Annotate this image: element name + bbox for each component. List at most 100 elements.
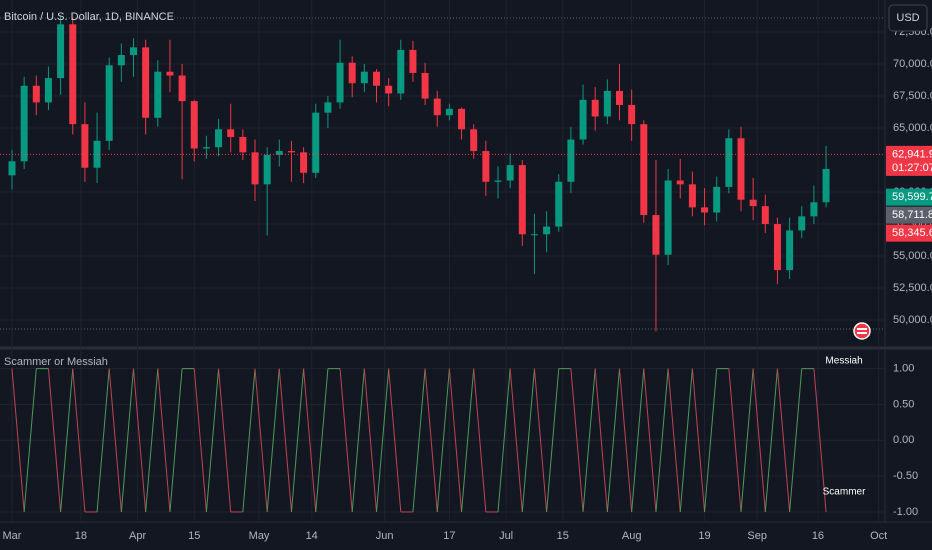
indicator-segment bbox=[691, 368, 706, 513]
indicator-segment bbox=[521, 368, 535, 513]
price-tag-label: 62,941.93 bbox=[892, 148, 932, 160]
price-tag-label: 58,711.88 bbox=[892, 209, 932, 221]
indicator-segment bbox=[315, 368, 329, 513]
indicator-segment bbox=[72, 368, 86, 513]
indicator-segment bbox=[23, 368, 37, 513]
indicator-segment bbox=[619, 368, 633, 513]
currency-button[interactable] bbox=[888, 4, 928, 32]
indicator-segment bbox=[606, 368, 620, 513]
indicator-segment bbox=[278, 368, 292, 513]
grid bbox=[0, 0, 885, 522]
indicator-segment bbox=[497, 368, 511, 513]
indicator-segment bbox=[205, 368, 220, 513]
candle-body bbox=[713, 186, 721, 213]
price-tag-countdown: 01:27:07 bbox=[892, 162, 932, 174]
indicator-segment bbox=[60, 368, 74, 513]
x-tick-label: Aug bbox=[622, 530, 642, 542]
candle-body bbox=[166, 71, 174, 76]
indicator-segment bbox=[594, 368, 608, 513]
x-tick-label: May bbox=[249, 530, 270, 542]
candle-body bbox=[725, 138, 733, 187]
price-tag-label: 58,345.69 bbox=[892, 227, 932, 239]
candle-body bbox=[251, 152, 259, 185]
indicator-segment bbox=[473, 368, 487, 513]
indicator-segment bbox=[509, 368, 523, 513]
candle-body bbox=[603, 90, 611, 117]
indicator-segment bbox=[303, 368, 317, 513]
candle-body bbox=[312, 112, 320, 173]
candle-body bbox=[409, 49, 417, 73]
x-tick-label: Oct bbox=[870, 530, 887, 542]
candle-body bbox=[324, 102, 332, 113]
candle-body bbox=[397, 49, 405, 94]
y-tick-label: 50,000.00 bbox=[893, 314, 932, 326]
candle-body bbox=[81, 124, 89, 168]
candle-body bbox=[458, 108, 466, 130]
indicator-segment bbox=[448, 368, 463, 513]
candle-body bbox=[628, 104, 636, 125]
indicator-segment bbox=[740, 368, 754, 513]
candle-body bbox=[421, 72, 429, 99]
candle-body bbox=[822, 168, 830, 203]
candle-body bbox=[385, 85, 393, 94]
y-tick-label: 0.00 bbox=[893, 434, 914, 446]
candle-body bbox=[676, 180, 684, 185]
axes: 50,000.0052,500.0055,000.0057,500.0060,0… bbox=[3, 26, 932, 542]
indicator-segment bbox=[424, 368, 438, 513]
candle-body bbox=[32, 85, 40, 103]
x-tick-label: Sep bbox=[747, 530, 767, 542]
indicator-segment bbox=[11, 368, 25, 513]
indicator-segment bbox=[582, 368, 596, 513]
indicator-segment bbox=[412, 368, 426, 513]
x-tick-label: 19 bbox=[698, 530, 710, 542]
indicator-segment bbox=[120, 368, 134, 513]
x-tick-label: Apr bbox=[129, 530, 146, 542]
y-tick-label: 1.00 bbox=[893, 363, 914, 375]
candle-body bbox=[494, 180, 502, 182]
indicator-segment bbox=[290, 368, 305, 513]
candle-body bbox=[130, 47, 137, 56]
indicator-segment bbox=[169, 368, 183, 513]
indicator-segment bbox=[789, 368, 803, 513]
currency-label[interactable]: USD bbox=[896, 12, 919, 24]
candle-body bbox=[117, 55, 125, 66]
x-tick-label: 16 bbox=[812, 530, 824, 542]
x-tick-label: Jun bbox=[376, 530, 394, 542]
indicator-segment bbox=[96, 368, 110, 513]
y-tick-label: 67,500.00 bbox=[893, 90, 932, 102]
candle-body bbox=[798, 216, 806, 231]
x-tick-label: 15 bbox=[188, 530, 200, 542]
candle-body bbox=[433, 98, 441, 116]
indicator-segment bbox=[764, 368, 778, 513]
candle-body bbox=[57, 24, 65, 79]
candle-body bbox=[8, 161, 16, 176]
y-tick-label: 65,000.00 bbox=[893, 122, 932, 134]
candle-body bbox=[737, 138, 745, 200]
indicator-segment bbox=[533, 368, 548, 513]
candle-body bbox=[506, 165, 514, 181]
candle-body bbox=[154, 71, 162, 118]
annotation: Messiah bbox=[825, 356, 862, 367]
indicator-segment bbox=[570, 368, 584, 513]
candle-body bbox=[482, 151, 490, 182]
candle-body bbox=[360, 71, 368, 84]
candle-body bbox=[579, 99, 587, 140]
candle-body bbox=[190, 101, 198, 149]
indicator-segment bbox=[133, 368, 147, 513]
candle-body bbox=[543, 226, 551, 235]
indicator-segment bbox=[242, 368, 256, 513]
candle-body bbox=[530, 234, 538, 236]
candle-body bbox=[591, 99, 599, 117]
indicator-title: Scammer or Messiah bbox=[4, 356, 108, 368]
y-tick-label: 55,000.00 bbox=[893, 250, 932, 262]
candle-body bbox=[178, 75, 186, 102]
candle-body bbox=[810, 202, 818, 217]
x-tick-label: 14 bbox=[306, 530, 318, 542]
indicator-segment bbox=[388, 368, 402, 513]
indicator-segment bbox=[728, 368, 742, 513]
candle-body bbox=[239, 136, 247, 153]
candle-body bbox=[287, 151, 295, 153]
candle-body bbox=[69, 24, 77, 125]
indicator-segment bbox=[752, 368, 766, 513]
